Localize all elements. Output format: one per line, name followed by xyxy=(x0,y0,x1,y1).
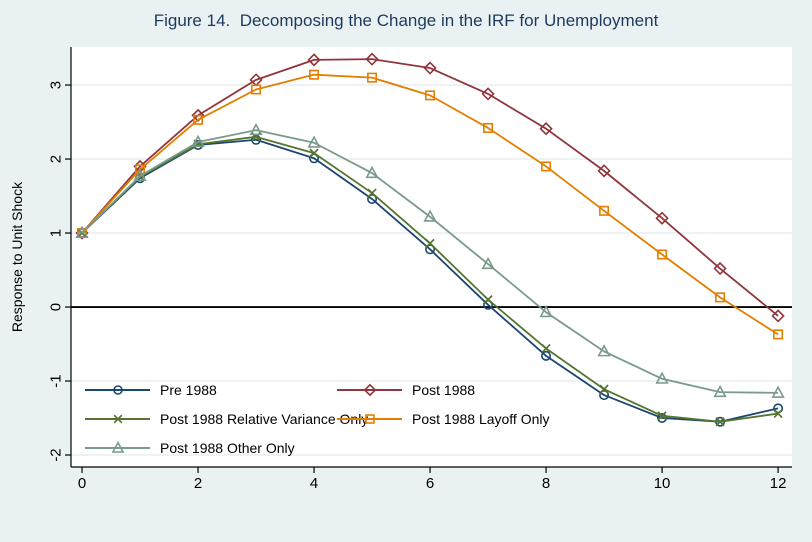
x-tick-label: 8 xyxy=(542,475,550,492)
y-axis-ticks: -2 -1 0 1 2 3 xyxy=(48,81,71,462)
legend-entry-post-1988-relative-variance-only: Post 1988 Relative Variance Only xyxy=(85,411,368,427)
legend-swatch-x-icon xyxy=(85,414,150,423)
legend-entry-pre-1988: Pre 1988 xyxy=(85,382,337,398)
y-tick-label: 0 xyxy=(48,303,65,311)
axes xyxy=(70,47,792,468)
legend-label: Post 1988 xyxy=(412,381,476,398)
plot-background xyxy=(71,47,792,467)
legend-entry-post-1988: Post 1988 xyxy=(337,382,550,398)
legend-swatch-diamond-icon xyxy=(337,383,402,396)
series-post-1988-other-only-markers xyxy=(75,122,785,398)
x-axis-ticks: 0 2 4 6 8 10 12 xyxy=(78,467,787,492)
legend-label: Post 1988 Relative Variance Only xyxy=(160,410,369,427)
legend-label: Pre 1988 xyxy=(160,381,217,398)
legend-swatch-circle-icon xyxy=(85,384,150,395)
y-tick-label: 2 xyxy=(48,155,65,163)
y-tick-label: 3 xyxy=(48,81,65,89)
series-post-1988-other-only xyxy=(75,122,785,398)
x-tick-label: 6 xyxy=(426,475,434,492)
legend-swatch-triangle-icon xyxy=(85,440,150,453)
legend: Pre 1988 Post 1988 Post 1988 Relative Va… xyxy=(85,375,550,462)
chart-title: Figure 14. Decomposing the Change in the… xyxy=(153,11,659,30)
x-tick-label: 2 xyxy=(194,475,202,492)
y-tick-label: -1 xyxy=(48,374,65,387)
x-tick-label: 10 xyxy=(654,475,671,492)
legend-label: Post 1988 Other Only xyxy=(160,439,295,456)
legend-entry-post-1988-other-only: Post 1988 Other Only xyxy=(85,440,337,456)
series-post-1988-layoff-only xyxy=(77,69,784,340)
x-tick-label: 0 xyxy=(78,475,86,492)
series-post-1988-relative-variance-only xyxy=(77,132,783,427)
legend-entry-post-1988-layoff-only: Post 1988 Layoff Only xyxy=(337,411,550,427)
series-line xyxy=(81,73,779,336)
legend-swatch-square-icon xyxy=(337,413,402,424)
x-tick-label: 12 xyxy=(770,475,787,492)
legend-label: Post 1988 Layoff Only xyxy=(412,410,550,427)
series-line xyxy=(81,129,779,394)
y-tick-label: -2 xyxy=(48,448,65,461)
y-tick-label: 1 xyxy=(48,229,65,237)
x-tick-label: 4 xyxy=(310,475,318,492)
series-post-1988-layoff-only-markers xyxy=(77,69,784,340)
